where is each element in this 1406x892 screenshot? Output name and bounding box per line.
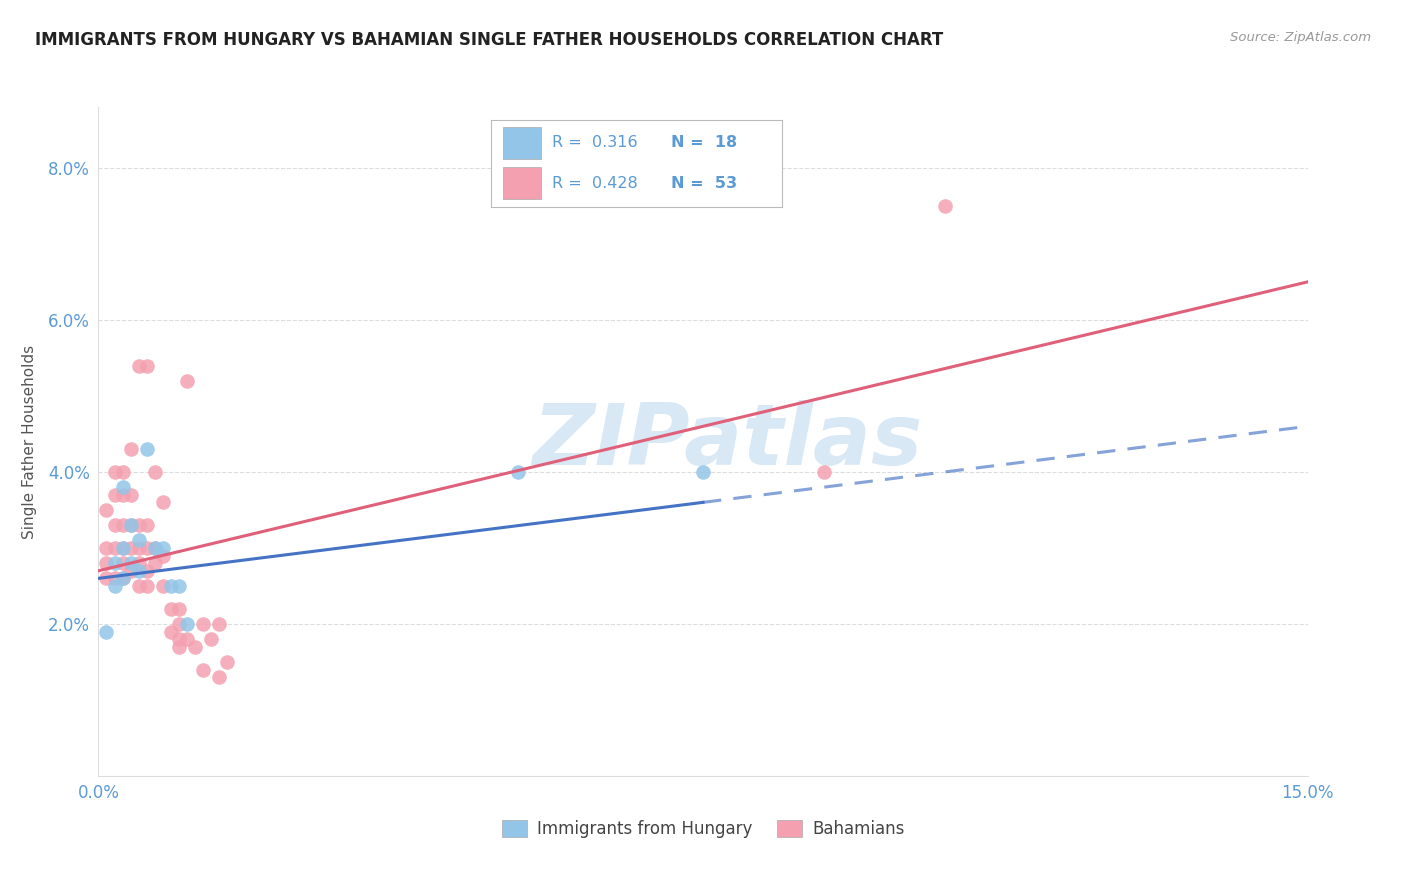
Point (208, 670, 231, 684)
Point (111, 488, 134, 502)
Point (96, 556, 118, 570)
Point (152, 495, 174, 509)
Point (96, 503, 118, 517)
Point (120, 564, 142, 578)
Point (135, 359, 157, 373)
Point (143, 541, 166, 555)
Point (111, 541, 134, 555)
Point (103, 465, 125, 479)
Point (103, 556, 125, 570)
Text: Source: ZipAtlas.com: Source: ZipAtlas.com (1230, 31, 1371, 45)
Point (167, 640, 190, 654)
Point (103, 541, 125, 555)
Point (135, 442, 157, 457)
Point (135, 541, 157, 555)
Point (208, 617, 231, 632)
Point (103, 571, 125, 585)
Point (120, 556, 142, 570)
Point (128, 518, 150, 533)
Point (128, 579, 150, 593)
Point (143, 541, 166, 555)
Point (152, 579, 174, 593)
Text: ZIPatlas: ZIPatlas (531, 400, 922, 483)
Point (167, 601, 190, 615)
Point (160, 601, 183, 615)
Point (120, 442, 142, 457)
Point (167, 617, 190, 632)
Text: IMMIGRANTS FROM HUNGARY VS BAHAMIAN SINGLE FATHER HOUSEHOLDS CORRELATION CHART: IMMIGRANTS FROM HUNGARY VS BAHAMIAN SING… (35, 31, 943, 49)
Point (128, 541, 150, 555)
Point (111, 518, 134, 533)
Point (152, 541, 174, 555)
Point (135, 579, 157, 593)
Point (143, 556, 166, 570)
Point (103, 579, 125, 593)
Point (152, 549, 174, 563)
Point (813, 465, 835, 479)
Point (120, 541, 142, 555)
Point (120, 518, 142, 533)
Point (111, 465, 134, 479)
Point (103, 488, 125, 502)
Point (111, 571, 134, 585)
Point (176, 617, 198, 632)
Point (167, 579, 190, 593)
Point (217, 655, 239, 669)
Point (128, 533, 150, 548)
Point (111, 541, 134, 555)
Point (120, 488, 142, 502)
Point (135, 518, 157, 533)
Point (200, 632, 222, 647)
Point (692, 465, 714, 479)
Point (96, 541, 118, 555)
Point (506, 465, 529, 479)
Point (167, 632, 190, 647)
Point (193, 663, 215, 677)
Point (103, 518, 125, 533)
Point (111, 480, 134, 494)
Point (143, 465, 166, 479)
Point (128, 564, 150, 578)
Point (160, 579, 183, 593)
Legend: Immigrants from Hungary, Bahamians: Immigrants from Hungary, Bahamians (495, 814, 911, 845)
Point (176, 374, 198, 388)
Point (111, 556, 134, 570)
Point (120, 518, 142, 533)
Point (176, 632, 198, 647)
Point (96, 624, 118, 639)
Point (135, 564, 157, 578)
Point (184, 640, 207, 654)
Point (96, 571, 118, 585)
Point (128, 556, 150, 570)
Point (111, 571, 134, 585)
Point (160, 624, 183, 639)
Y-axis label: Single Father Households: Single Father Households (22, 344, 37, 539)
Point (193, 617, 215, 632)
Point (934, 199, 956, 213)
Point (128, 359, 150, 373)
